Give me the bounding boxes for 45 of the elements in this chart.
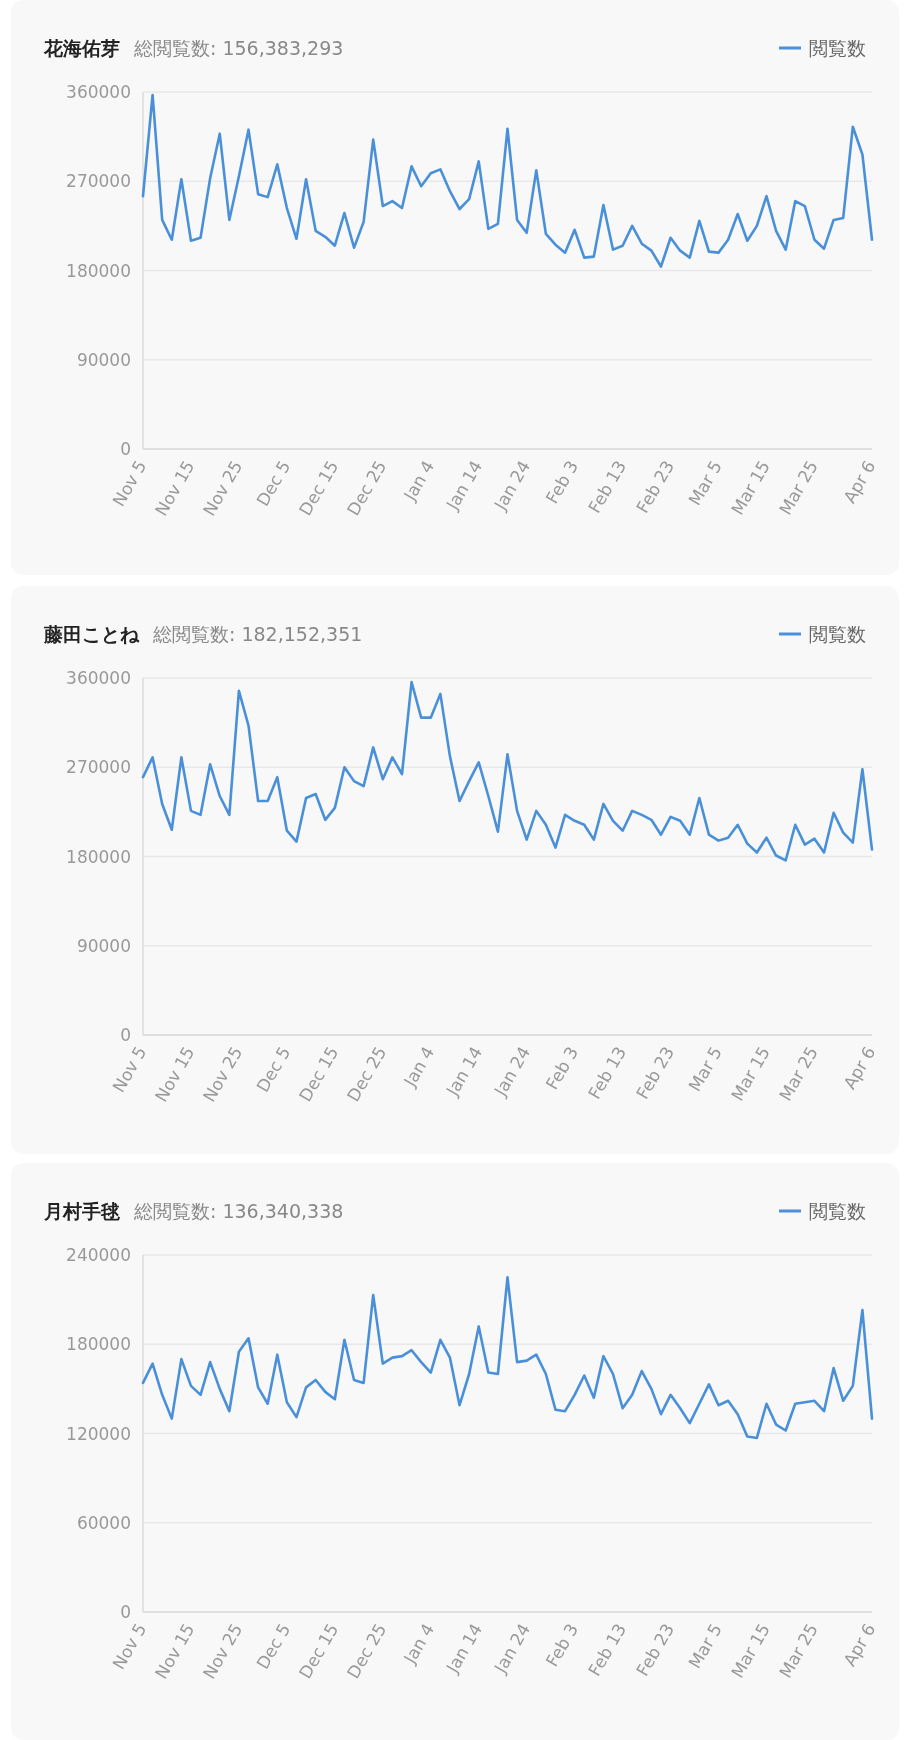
y-tick-label: 180000 (66, 260, 131, 281)
x-tick-label: Jan 14 (441, 1043, 487, 1100)
x-tick-label: Jan 14 (441, 1620, 487, 1677)
y-tick-label: 90000 (76, 935, 131, 956)
chart-title: 藤田ことね (43, 623, 140, 645)
x-tick-label: Feb 23 (632, 457, 679, 517)
y-tick-label: 180000 (66, 1334, 131, 1355)
y-tick-label: 360000 (66, 668, 131, 688)
x-tick-label: Jan 4 (399, 457, 439, 505)
x-tick-label: Feb 13 (584, 1620, 631, 1680)
x-tick-label: Jan 4 (399, 1043, 439, 1091)
y-tick-label: 120000 (66, 1423, 131, 1444)
y-tick-label: 60000 (76, 1512, 131, 1533)
chart-title: 花海佑芽 (43, 37, 120, 59)
x-tick-label: Feb 23 (632, 1043, 679, 1103)
legend-label: 閲覧数 (809, 37, 866, 59)
y-tick-label: 360000 (66, 82, 131, 102)
x-tick-label: Jan 24 (489, 457, 535, 514)
x-tick-label: Feb 3 (541, 1043, 583, 1094)
line-series (141, 1276, 874, 1440)
line-series (141, 680, 874, 862)
chart-subtitle: 総閲覧数: 156,383,293 (133, 37, 344, 59)
x-tick-label: Feb 3 (541, 457, 583, 508)
x-tick-label: Jan 24 (489, 1043, 535, 1100)
x-tick-label: Jan 14 (441, 457, 487, 514)
y-tick-label: 0 (120, 1025, 131, 1045)
y-tick-label: 0 (120, 439, 131, 459)
x-tick-label: Feb 3 (541, 1620, 583, 1671)
legend-label: 閲覧数 (809, 1200, 866, 1222)
y-tick-label: 270000 (66, 171, 131, 192)
y-tick-label: 270000 (66, 757, 131, 778)
y-tick-label: 180000 (66, 846, 131, 867)
x-tick-label: Feb 13 (584, 457, 631, 517)
legend-label: 閲覧数 (809, 623, 866, 645)
chart-subtitle: 総閲覧数: 182,152,351 (152, 623, 363, 645)
x-tick-label: Feb 13 (584, 1043, 631, 1103)
x-tick-label: Jan 24 (489, 1620, 535, 1677)
y-tick-label: 90000 (76, 349, 131, 370)
y-tick-label: 240000 (66, 1245, 131, 1265)
x-tick-label: Feb 23 (632, 1620, 679, 1680)
x-tick-label: Jan 4 (399, 1620, 439, 1668)
chart-subtitle: 総閲覧数: 136,340,338 (133, 1200, 344, 1222)
y-tick-label: 0 (120, 1602, 131, 1622)
chart-title: 月村手毬 (43, 1200, 120, 1222)
line-series (141, 93, 874, 268)
